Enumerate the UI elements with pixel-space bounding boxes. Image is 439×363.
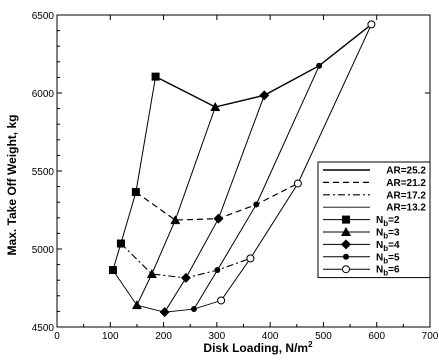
- plot-area: [108, 20, 376, 318]
- nb-series-line: [136, 106, 216, 306]
- ar-curve: [135, 182, 299, 221]
- nb-series-line: [220, 24, 372, 301]
- x-tick-label: 700: [422, 331, 439, 342]
- data-point: [170, 215, 181, 225]
- legend-label: Nb=2: [376, 215, 400, 228]
- y-tick-label: 6500: [32, 11, 55, 22]
- nb-series-line: [112, 76, 157, 271]
- x-axis-label: Disk Loading, N/m2: [203, 340, 313, 355]
- data-point: [293, 179, 302, 188]
- x-tick-label: 400: [262, 331, 279, 342]
- nb-series-line: [164, 95, 265, 313]
- data-point: [367, 20, 376, 29]
- y-tick-label: 5000: [32, 245, 55, 256]
- legend-label: AR=17.2: [386, 190, 426, 201]
- data-point: [151, 72, 160, 81]
- y-axis-label: Max. Take Off Weight, kg: [5, 115, 19, 256]
- x-axis-label-text: Disk Loading, N/m: [203, 341, 308, 355]
- data-point: [146, 268, 157, 278]
- data-point: [246, 254, 255, 263]
- data-point: [116, 239, 125, 248]
- data-point: [316, 62, 323, 69]
- legend-label: Nb=6: [376, 265, 400, 278]
- x-tick-label: 300: [209, 331, 226, 342]
- legend-label: Nb=5: [376, 252, 400, 265]
- x-tick-label: 600: [368, 331, 385, 342]
- data-point: [214, 267, 221, 274]
- y-tick-label: 6000: [32, 89, 55, 100]
- legend-label: AR=25.2: [386, 166, 426, 177]
- legend-label: Nb=3: [376, 228, 400, 241]
- ar-curve: [120, 243, 251, 279]
- data-point: [253, 201, 260, 208]
- legend: AR=25.2AR=21.2AR=17.2 AR=13.2Nb=2Nb=3Nb=4…: [317, 161, 431, 279]
- legend-marker: [342, 265, 350, 274]
- legend-marker: [341, 227, 351, 236]
- x-axis-label-superscript: 2: [308, 340, 313, 349]
- data-point: [180, 272, 191, 283]
- y-tick-label: 5500: [32, 167, 55, 178]
- legend-marker: [341, 239, 351, 250]
- legend-marker: [343, 253, 349, 260]
- data-point: [131, 300, 142, 310]
- x-tick-label: 100: [102, 331, 119, 342]
- data-point: [108, 266, 117, 275]
- data-point: [131, 188, 140, 197]
- x-tick-label: 200: [155, 331, 172, 342]
- legend-label: AR=21.2: [386, 178, 426, 189]
- data-point: [159, 307, 170, 318]
- nb-series-line: [193, 65, 320, 310]
- data-point: [210, 102, 221, 112]
- data-point: [190, 306, 197, 313]
- legend-marker: [342, 215, 350, 224]
- data-point: [213, 213, 224, 224]
- legend-label: AR=13.2: [386, 203, 426, 214]
- x-tick-label: 0: [54, 331, 60, 342]
- y-tick-label: 4500: [32, 323, 55, 334]
- x-tick-label: 500: [315, 331, 332, 342]
- data-point: [259, 90, 270, 101]
- data-point: [217, 296, 226, 305]
- legend-label: Nb=4: [376, 240, 400, 253]
